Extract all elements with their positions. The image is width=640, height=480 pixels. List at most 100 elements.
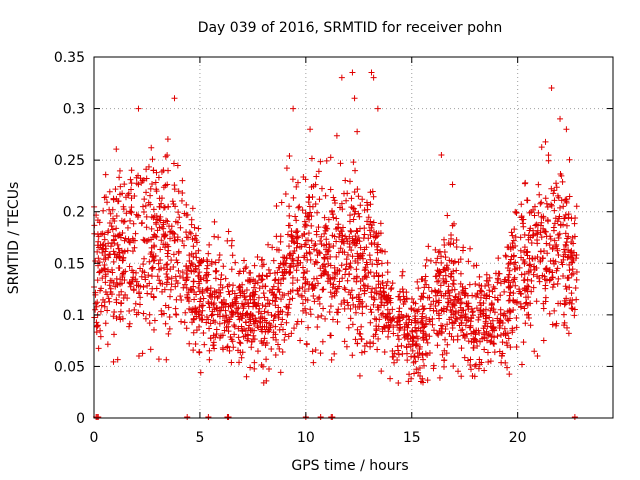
data-point bbox=[370, 219, 377, 226]
data-point bbox=[442, 336, 449, 343]
data-point bbox=[140, 310, 147, 317]
data-point bbox=[345, 302, 352, 309]
data-point bbox=[195, 284, 202, 291]
y-axis-label: SRMTID / TECUs bbox=[6, 182, 22, 295]
data-point bbox=[521, 277, 528, 284]
data-point bbox=[157, 213, 164, 220]
data-point bbox=[116, 167, 123, 174]
data-point bbox=[395, 336, 402, 343]
data-point bbox=[351, 95, 358, 102]
data-point bbox=[521, 180, 528, 187]
data-point bbox=[100, 296, 107, 303]
data-point bbox=[204, 287, 211, 294]
data-point bbox=[114, 241, 121, 248]
data-point bbox=[497, 280, 504, 287]
data-point bbox=[172, 283, 179, 290]
data-point bbox=[399, 268, 406, 275]
data-point bbox=[374, 105, 381, 112]
data-point bbox=[509, 232, 516, 239]
data-point bbox=[281, 337, 288, 344]
data-point bbox=[356, 238, 363, 245]
data-point bbox=[504, 244, 511, 251]
data-point bbox=[371, 315, 378, 322]
data-point bbox=[94, 242, 101, 249]
data-point bbox=[310, 246, 317, 253]
data-point bbox=[270, 334, 277, 341]
data-point bbox=[346, 240, 353, 247]
data-point bbox=[106, 206, 113, 213]
data-point bbox=[185, 298, 192, 305]
data-point bbox=[422, 262, 429, 269]
data-point bbox=[374, 346, 381, 353]
data-point bbox=[203, 313, 210, 320]
data-point bbox=[333, 226, 340, 233]
data-point bbox=[305, 199, 312, 206]
data-point bbox=[280, 276, 287, 283]
data-point bbox=[327, 303, 334, 310]
data-point bbox=[164, 276, 171, 283]
data-point bbox=[501, 288, 508, 295]
data-point bbox=[116, 174, 123, 181]
data-point bbox=[305, 324, 312, 331]
data-point bbox=[118, 280, 125, 287]
data-point bbox=[261, 308, 268, 315]
data-point bbox=[190, 278, 197, 285]
data-point bbox=[355, 193, 362, 200]
data-point bbox=[408, 375, 415, 382]
data-point bbox=[384, 269, 391, 276]
data-point bbox=[429, 321, 436, 328]
data-point bbox=[447, 241, 454, 248]
data-point bbox=[187, 286, 194, 293]
data-point bbox=[316, 300, 323, 307]
data-point bbox=[338, 228, 345, 235]
data-point bbox=[494, 296, 501, 303]
data-point bbox=[307, 311, 314, 318]
data-point bbox=[541, 228, 548, 235]
data-point bbox=[461, 354, 468, 361]
data-point bbox=[183, 229, 190, 236]
data-point bbox=[518, 271, 525, 278]
data-point bbox=[415, 285, 422, 292]
data-point bbox=[258, 362, 265, 369]
data-point bbox=[239, 349, 246, 356]
data-point bbox=[206, 241, 213, 248]
data-point bbox=[434, 342, 441, 349]
data-point bbox=[207, 320, 214, 327]
data-point bbox=[465, 316, 472, 323]
data-point bbox=[233, 305, 240, 312]
data-point bbox=[319, 338, 326, 345]
data-point bbox=[268, 312, 275, 319]
data-point bbox=[192, 340, 199, 347]
data-point bbox=[140, 209, 147, 216]
data-point bbox=[501, 325, 508, 332]
x-tick-label: 0 bbox=[90, 430, 99, 446]
data-point bbox=[206, 304, 213, 311]
data-point bbox=[522, 320, 529, 327]
data-point bbox=[534, 253, 541, 260]
data-point bbox=[193, 254, 200, 261]
data-point bbox=[435, 249, 442, 256]
data-point bbox=[170, 229, 177, 236]
data-point bbox=[308, 222, 315, 229]
data-point bbox=[266, 365, 272, 372]
data-point bbox=[181, 319, 188, 326]
data-point bbox=[240, 333, 247, 340]
data-point bbox=[412, 324, 419, 331]
data-point bbox=[147, 346, 154, 353]
data-point bbox=[193, 327, 200, 334]
data-point bbox=[216, 334, 223, 341]
data-point bbox=[268, 345, 275, 352]
data-point bbox=[252, 318, 259, 325]
data-point bbox=[383, 282, 390, 289]
data-point bbox=[450, 259, 457, 266]
axis-ticks bbox=[93, 56, 613, 419]
data-point bbox=[106, 188, 113, 195]
data-point bbox=[93, 323, 100, 330]
data-point bbox=[250, 336, 257, 343]
data-point bbox=[504, 265, 511, 272]
data-point bbox=[344, 190, 351, 197]
data-point bbox=[561, 301, 568, 308]
data-point bbox=[225, 323, 232, 330]
data-point bbox=[422, 332, 429, 339]
data-point bbox=[426, 294, 433, 301]
